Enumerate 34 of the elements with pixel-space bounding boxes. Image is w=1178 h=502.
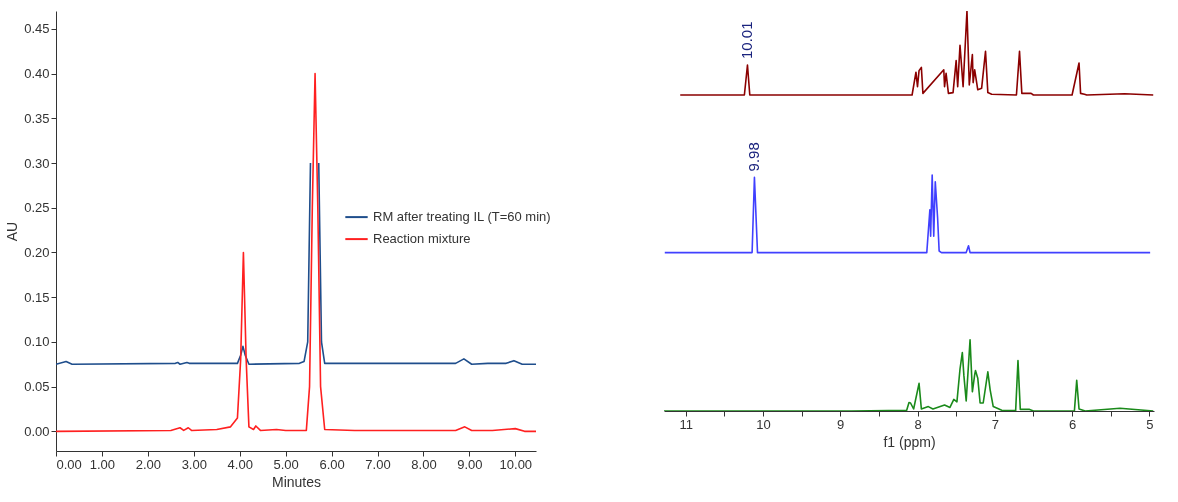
x-tick-label: 5.00	[273, 456, 299, 472]
x-tick-label: 11	[679, 416, 693, 432]
y-tick-label: 0.35	[24, 110, 50, 126]
x-tick-label: 5	[1146, 416, 1154, 432]
annotation: 9.98	[745, 142, 763, 172]
y-axis-title: AU	[4, 221, 21, 242]
x-tick-label: 9	[837, 416, 845, 432]
y-tick-label: 0.05	[24, 379, 50, 395]
x-axis-title: Minutes	[271, 473, 322, 490]
legend-label: Reaction mixture	[373, 231, 471, 247]
y-tick-label: 0.20	[24, 244, 50, 260]
y-tick-label: 0.10	[24, 334, 50, 350]
x-tick-label: 9.00	[457, 456, 483, 472]
x-axis-title: f1 (ppm)	[883, 433, 936, 450]
x-tick-label: 10.00	[499, 456, 533, 472]
x-tick-label: 6.00	[319, 456, 345, 472]
x-tick-label: 2.00	[135, 456, 162, 472]
y-tick-label: 0.40	[24, 66, 50, 82]
x-tick-label: 10	[756, 416, 771, 432]
annotation: 10.01	[738, 21, 756, 59]
y-tick-label: 0.30	[24, 155, 50, 171]
x-tick-label: 0.00	[56, 456, 82, 472]
legend-label: RM after treating IL (T=60 min)	[373, 209, 551, 225]
x-tick-label: 8	[914, 416, 922, 432]
y-tick-label: 0.25	[24, 200, 50, 216]
x-tick-label: 4.00	[227, 456, 253, 472]
x-tick-label: 8.00	[411, 456, 437, 472]
x-tick-label: 1.00	[89, 456, 116, 472]
y-tick-label: 0.15	[24, 289, 50, 305]
x-tick-label: 7.00	[365, 456, 391, 472]
x-tick-label: 6	[1068, 416, 1077, 432]
y-tick-label: 0.45	[24, 21, 50, 37]
x-tick-label: 3.00	[181, 456, 207, 472]
x-tick-label: 7	[991, 416, 999, 432]
